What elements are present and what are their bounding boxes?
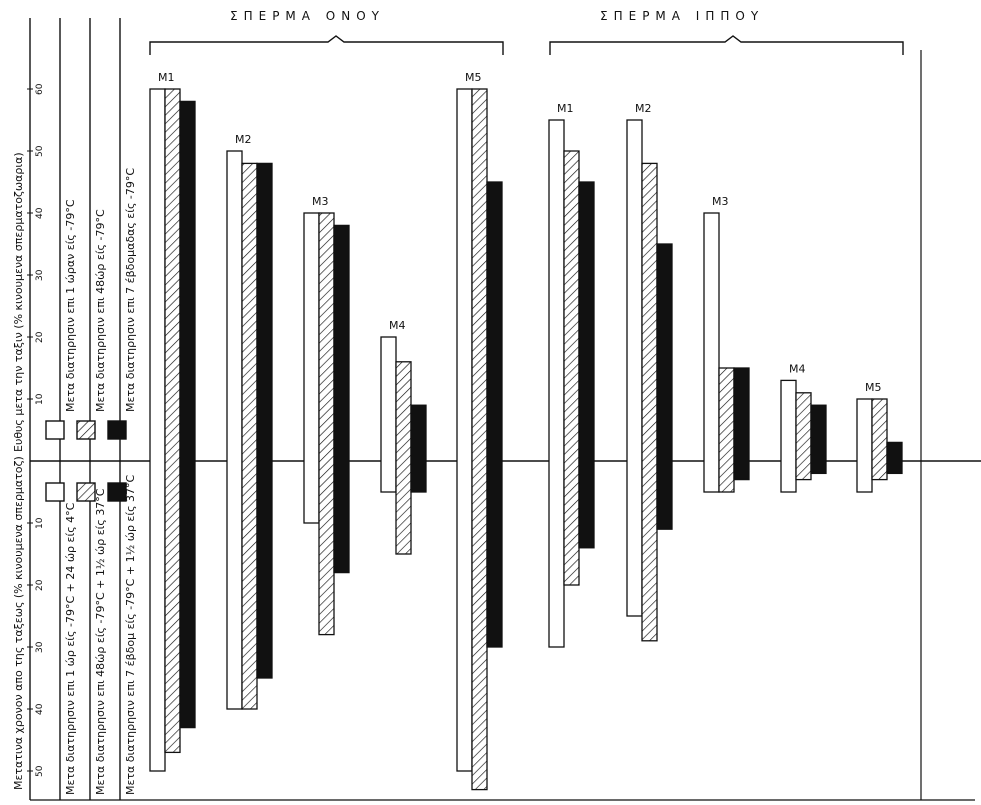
group-labels: M1 M2 M3 M4 M5 M1 M2 M3 M4 M5: [158, 71, 882, 394]
legend-text-black-upper: Μετα διατηρησιν επι 7 έβδομαδας είς -79°…: [124, 168, 137, 412]
bar-right-m4-black: [810, 404, 827, 475]
legend-swatch-black-lower: [107, 482, 127, 502]
group-label-left-m1: M1: [158, 71, 175, 84]
y-tick-label-lower: 20: [35, 579, 45, 591]
bar-left-m5-black: [486, 181, 503, 648]
y-tick-label-upper: 20: [35, 331, 45, 343]
bracket-left: [149, 35, 504, 55]
group-label-right-m1: M1: [557, 102, 574, 115]
legend-swatch-white-lower: [45, 482, 65, 502]
bar-right-m5-black: [886, 441, 903, 475]
y-tick-label-upper: 60: [35, 83, 45, 95]
bars-layer: [149, 88, 903, 791]
bar-left-m2-hatched: [241, 162, 258, 710]
bar-right-m2-black: [656, 243, 673, 530]
bar-right-m5-white: [856, 398, 873, 493]
bar-right-m3-black: [733, 367, 750, 481]
bar-left-m5-hatched: [471, 88, 488, 791]
group-label-left-m5: M5: [465, 71, 482, 84]
group-label-left-m4: M4: [389, 319, 406, 332]
bar-right-m4-white: [780, 379, 797, 493]
bar-left-m3-hatched: [318, 212, 335, 636]
y-tick-label-lower: 50: [35, 765, 45, 777]
group-label-right-m3: M3: [712, 195, 729, 208]
legend-text-hatched-lower: Μετα διατηρησιν επι 48ώρ είς -79°C + 1½ …: [94, 488, 107, 795]
bar-left-m4-black: [410, 404, 427, 493]
bar-right-m1-white: [548, 119, 565, 648]
legend-swatch-hatched-upper: [76, 420, 96, 440]
group-label-right-m4: M4: [789, 362, 806, 375]
y-axis-label-upper: Ευθυς μετα την ταξιν (% κινουμενα σπερμα…: [12, 152, 25, 452]
bar-right-m4-hatched: [795, 392, 812, 481]
y-axis-label-lower: Μετατινα χρονον απο της ταξεως (% κινουμ…: [12, 456, 25, 790]
legend-text-white-upper: Μετα διατηρησιν επι 1 ώραν είς -79°C: [64, 199, 77, 412]
legend-swatch-hatched-lower: [76, 482, 96, 502]
bar-left-m4-hatched: [395, 361, 412, 555]
bar-right-m1-hatched: [563, 150, 580, 586]
bar-right-m2-hatched: [641, 162, 658, 642]
bar-right-m3-hatched: [718, 367, 735, 493]
y-tick-label-upper: 30: [35, 269, 45, 281]
y-tick-label-upper: 40: [35, 207, 45, 219]
y-tick-label-lower: 30: [35, 641, 45, 653]
y-tick-label-upper: 50: [35, 145, 45, 157]
bar-left-m2-white: [226, 150, 243, 710]
section-title-right: ΣΠΕΡΜΑ ΙΠΠΟΥ: [600, 9, 764, 23]
bar-left-m1-white: [149, 88, 166, 772]
legend-swatch-black-upper: [107, 420, 127, 440]
bar-left-m3-black: [333, 224, 350, 574]
group-label-right-m5: M5: [865, 381, 882, 394]
group-label-left-m2: M2: [235, 133, 252, 146]
bar-left-m1-black: [179, 100, 196, 729]
group-label-left-m3: M3: [312, 195, 329, 208]
legend-swatch-white-upper: [45, 420, 65, 440]
legend-text-black-lower: Μετα διατηρησιν επι 7 έβδομ είς -79°C + …: [124, 474, 137, 795]
bar-right-m1-black: [578, 181, 595, 549]
y-tick-label-lower: 40: [35, 703, 45, 715]
bar-left-m5-white: [456, 88, 473, 772]
bar-right-m3-white: [703, 212, 720, 493]
bar-right-m2-white: [626, 119, 643, 617]
bar-left-m1-hatched: [164, 88, 181, 754]
bar-left-m4-white: [380, 336, 397, 493]
section-title-left: ΣΠΕΡΜΑ ΟΝΟΥ: [230, 9, 385, 23]
legend-text-white-lower: Μετα διατηρησιν επι 1 ώρ είς -79°C + 24 …: [64, 502, 77, 795]
bar-left-m2-black: [256, 162, 273, 679]
group-label-right-m2: M2: [635, 102, 652, 115]
y-ticks: 10 20 30 40 50 60 10 20 30 40 50: [27, 83, 45, 777]
legend-text-hatched-upper: Μετα διατηρησιν επι 48ώρ είς -79°C: [94, 209, 107, 412]
y-tick-label-upper: 10: [35, 393, 45, 405]
bracket-right: [549, 35, 904, 55]
bar-right-m5-hatched: [871, 398, 888, 481]
y-tick-label-lower: 10: [35, 517, 45, 529]
bar-left-m3-white: [303, 212, 320, 524]
